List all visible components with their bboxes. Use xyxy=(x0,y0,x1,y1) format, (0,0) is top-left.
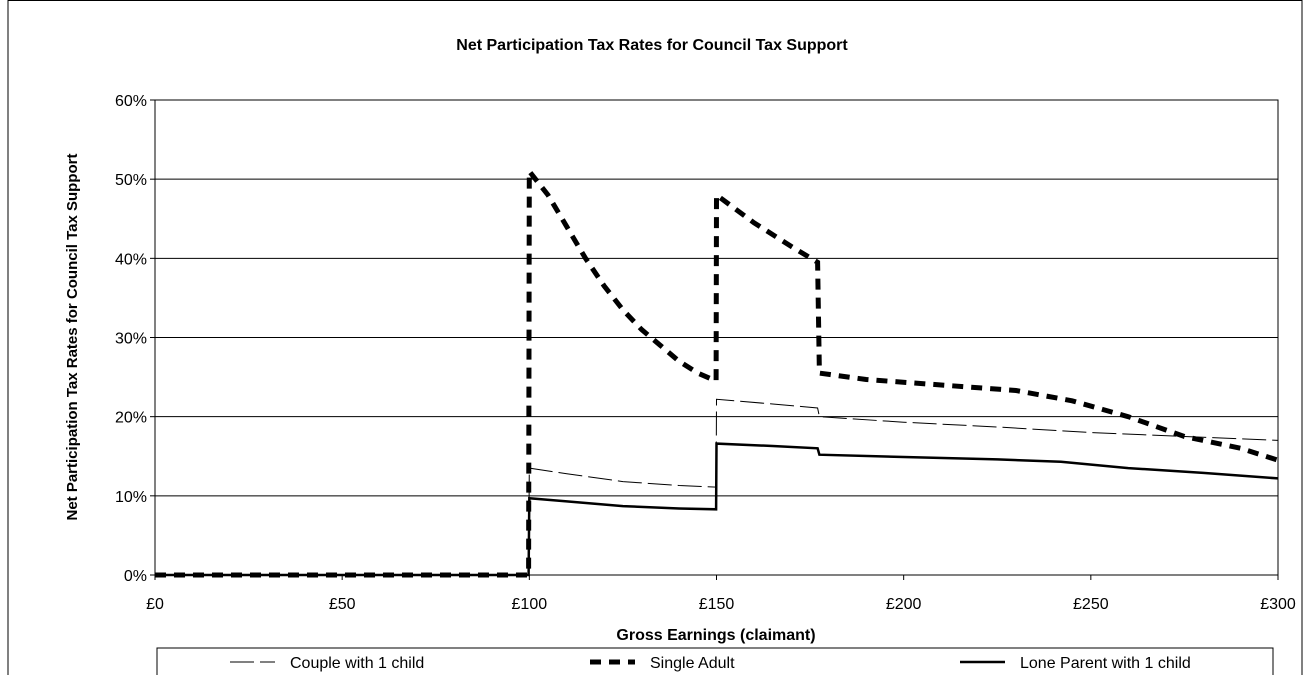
y-tick-label: 60% xyxy=(115,93,147,110)
x-tick-label: £300 xyxy=(1260,596,1296,613)
y-tick-label: 40% xyxy=(115,251,147,268)
legend-label-0: Couple with 1 child xyxy=(290,655,424,672)
chart-title: Net Participation Tax Rates for Council … xyxy=(456,37,848,54)
x-tick-label: £250 xyxy=(1073,596,1109,613)
y-axis-tick-labels: 0% 10% 20% 30% 40% 50% 60% xyxy=(115,93,147,585)
x-tick-label: £100 xyxy=(512,596,548,613)
y-tick-label: 20% xyxy=(115,410,147,427)
x-axis-tick-labels: £0 £50 £100 £150 £200 £250 £300 xyxy=(146,596,1296,613)
y-tick-label: 30% xyxy=(115,331,147,348)
y-tick-label: 10% xyxy=(115,489,147,506)
series-lines xyxy=(155,164,1279,578)
series-line-2 xyxy=(155,442,1279,577)
x-tick-label: £50 xyxy=(329,596,356,613)
legend-label-1: Single Adult xyxy=(650,655,735,672)
x-tick-label: £150 xyxy=(699,596,735,613)
legend: Couple with 1 child Single Adult Lone Pare… xyxy=(156,647,1274,675)
x-tick-label: £200 xyxy=(886,596,922,613)
y-axis-label: Net Participation Tax Rates for Council … xyxy=(64,154,81,521)
y-tick-label: 0% xyxy=(124,568,147,585)
legend-box xyxy=(156,647,1274,675)
series-line-0 xyxy=(155,398,1279,576)
legend-label-2: Lone Parent with 1 child xyxy=(1020,655,1191,672)
x-tick-label: £0 xyxy=(146,596,164,613)
x-axis-label: Gross Earnings (claimant) xyxy=(616,627,815,644)
y-tick-label: 50% xyxy=(115,172,147,189)
